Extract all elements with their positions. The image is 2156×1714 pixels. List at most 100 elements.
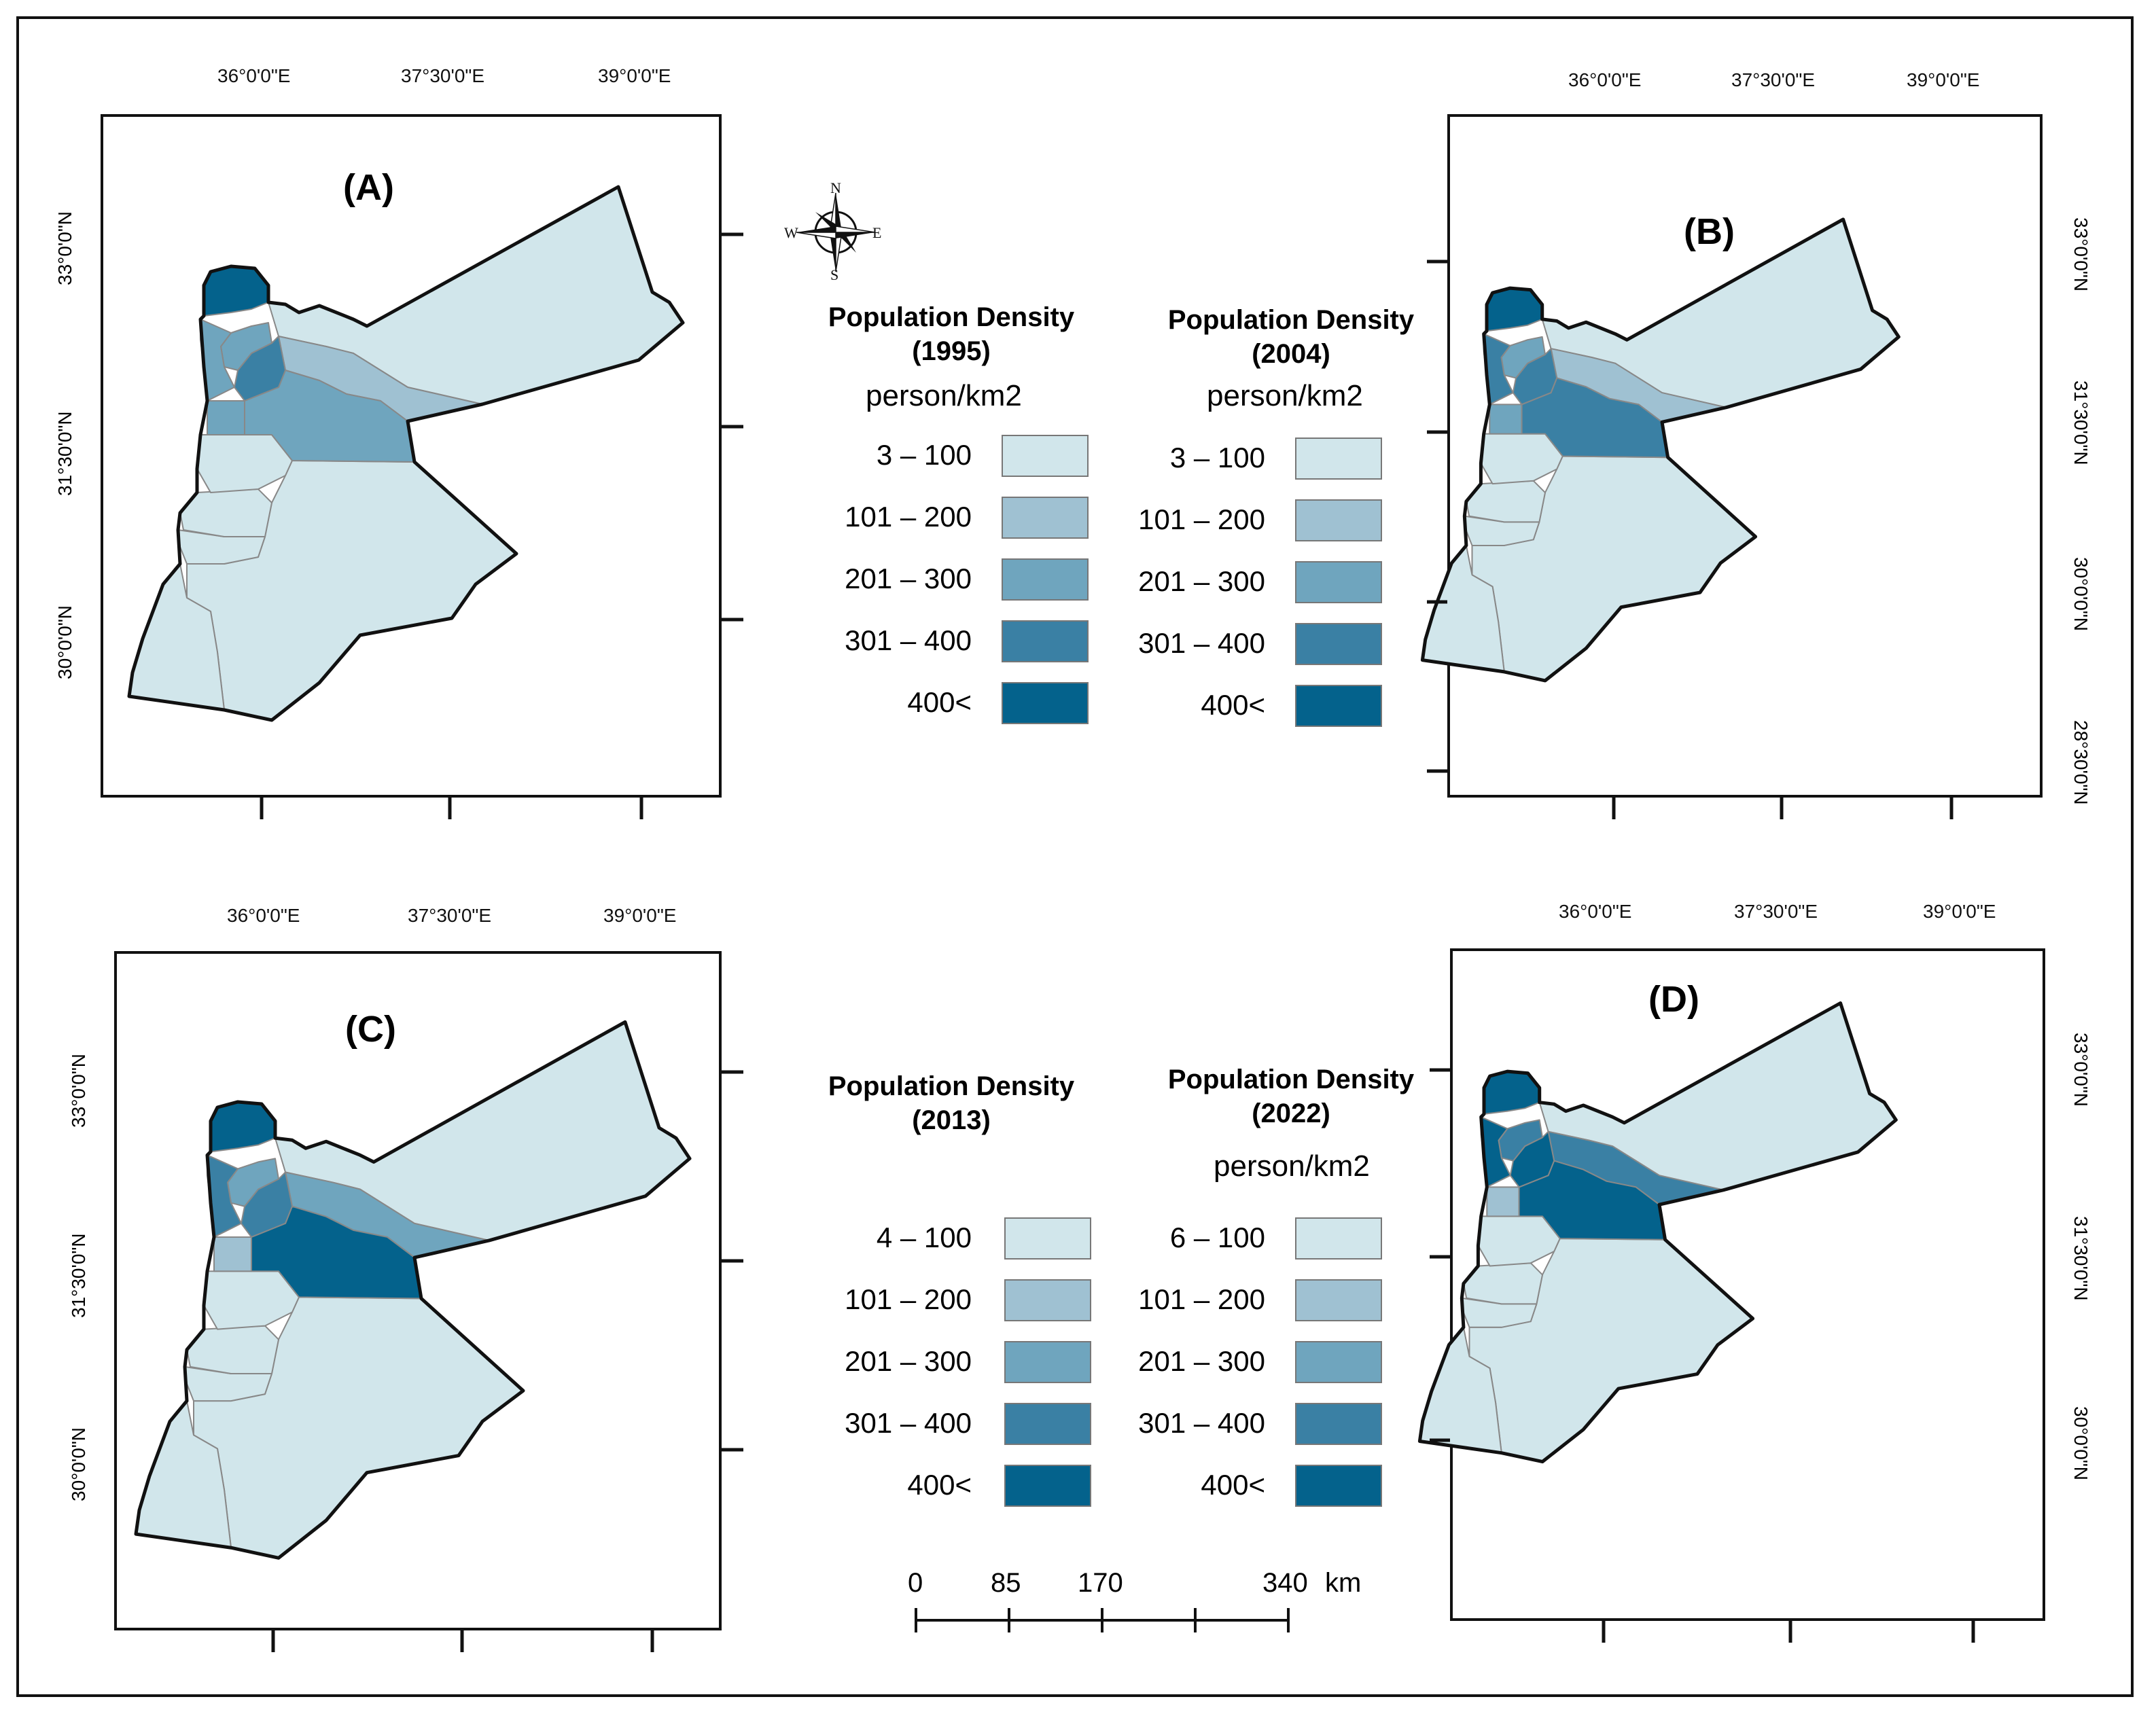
scale-unit: km <box>1325 1568 1362 1598</box>
legend-2004-title-line1: Population Density <box>1167 305 1415 335</box>
panel-label-b: (B) <box>1684 211 1735 252</box>
lat-label-c-2: 31°30'0"N <box>68 1233 89 1318</box>
legend-3-swatch-1 <box>1295 1279 1382 1321</box>
legend-3-range-2: 201 – 300 <box>1138 1345 1265 1377</box>
legend-1995-title-line1: Population Density <box>828 302 1075 332</box>
legend-0-swatch-4 <box>1002 682 1089 724</box>
country-outline-d <box>1417 1001 1898 1464</box>
legend-1995-title-line2: (1995) <box>912 336 991 366</box>
region-balqa-d <box>1486 1186 1520 1217</box>
lat-label-c-1: 33°0'0"N <box>68 1054 89 1128</box>
lat-label-d-2: 31°30'0"N <box>2070 1216 2091 1301</box>
legend-0-range-2: 201 – 300 <box>845 563 972 594</box>
legend-2022-title-line1: Population Density <box>1167 1065 1415 1094</box>
lon-label-b-1: 36°0'0"E <box>1568 69 1642 90</box>
legend-2004-unit: person/km2 <box>1207 379 1363 412</box>
legend-0-range-3: 301 – 400 <box>845 624 972 656</box>
compass-point-1 <box>830 232 836 272</box>
legend-2-swatch-4 <box>1004 1465 1091 1507</box>
lat-label-b-3: 30°0'0"N <box>2070 557 2091 631</box>
legend-1-range-1: 101 – 200 <box>1138 503 1265 535</box>
legend-1-swatch-4 <box>1295 685 1382 727</box>
legend-2-swatch-3 <box>1004 1403 1091 1445</box>
lon-label-c-2: 37°30'0"E <box>408 905 492 926</box>
legend-1-range-2: 201 – 300 <box>1138 565 1265 597</box>
legend-2-range-3: 301 – 400 <box>845 1407 972 1439</box>
scale-label-170: 170 <box>1078 1568 1123 1598</box>
lon-label-b-2: 37°30'0"E <box>1731 69 1816 90</box>
lon-label-c-3: 39°0'0"E <box>603 905 677 926</box>
lat-label-d-3: 30°0'0"N <box>2070 1406 2091 1480</box>
legend-3-range-0: 6 – 100 <box>1169 1221 1265 1253</box>
lat-label-b-4: 28°30'0"N <box>2070 720 2091 805</box>
region-balqa-b <box>1489 404 1523 435</box>
legend-0-range-4: 400< <box>907 686 972 718</box>
legend-0-swatch-3 <box>1002 620 1089 662</box>
legend-1995-unit: person/km2 <box>866 379 1022 412</box>
legend-2022-title-line2: (2022) <box>1252 1099 1330 1128</box>
lat-label-d-1: 33°0'0"N <box>2070 1033 2091 1107</box>
compass-w: W <box>784 224 798 241</box>
legend-0-range-1: 101 – 200 <box>845 501 972 533</box>
legend-2013-title-line2: (2013) <box>912 1105 991 1135</box>
legend-2013-title-line1: Population Density <box>828 1071 1075 1101</box>
compass-rose <box>796 192 876 272</box>
legend-2-swatch-0 <box>1004 1217 1091 1260</box>
legend-2004-title: Population Density (2004) <box>1142 303 1441 371</box>
legend-2-range-4: 400< <box>907 1469 972 1501</box>
legend-3-swatch-4 <box>1295 1465 1382 1507</box>
map-b <box>1420 217 1901 683</box>
legend-1-swatch-1 <box>1295 499 1382 541</box>
compass-diag-0 <box>836 232 856 253</box>
compass-n: N <box>830 179 841 196</box>
legend-3-swatch-0 <box>1295 1217 1382 1260</box>
legend-1-swatch-3 <box>1295 623 1382 665</box>
panel-label-c: (C) <box>345 1009 396 1050</box>
legend-0-swatch-0 <box>1002 435 1089 477</box>
country-outline-c <box>134 1020 692 1560</box>
panel-label-d: (D) <box>1648 979 1699 1020</box>
legend-3-range-4: 400< <box>1201 1469 1265 1501</box>
legend-2-swatch-2 <box>1004 1341 1091 1383</box>
legend-2022-unit: person/km2 <box>1214 1149 1370 1183</box>
lon-label-d-1: 36°0'0"E <box>1559 901 1632 922</box>
compass-point-2 <box>796 226 836 232</box>
lon-label-a-2: 37°30'0"E <box>401 65 485 86</box>
scale-label-85: 85 <box>991 1568 1021 1598</box>
lon-label-b-3: 39°0'0"E <box>1907 69 1980 90</box>
legend-2004-title-line2: (2004) <box>1252 339 1330 369</box>
lon-label-c-1: 36°0'0"E <box>227 905 300 926</box>
legend-0-swatch-1 <box>1002 497 1089 539</box>
legend-1995-title: Population Density (1995) <box>802 300 1101 368</box>
lat-label-a-2: 31°30'0"N <box>54 411 75 496</box>
legend-0-swatch-2 <box>1002 558 1089 601</box>
lon-label-a-1: 36°0'0"E <box>217 65 291 86</box>
legend-2-range-0: 4 – 100 <box>876 1221 972 1253</box>
country-outline-b <box>1420 217 1901 683</box>
lon-label-a-3: 39°0'0"E <box>598 65 671 86</box>
scale-label-0: 0 <box>908 1568 923 1598</box>
map-d <box>1417 1001 1898 1464</box>
legend-1-range-4: 400< <box>1201 689 1265 721</box>
legend-1-range-3: 301 – 400 <box>1138 627 1265 659</box>
lat-label-b-1: 33°0'0"N <box>2070 217 2091 291</box>
region-balqa-c <box>213 1236 252 1272</box>
legend-1-range-0: 3 – 100 <box>1169 442 1265 474</box>
lat-label-a-3: 30°0'0"N <box>54 605 75 679</box>
legend-3-range-3: 301 – 400 <box>1138 1407 1265 1439</box>
country-outline-a <box>127 185 685 722</box>
legend-3-range-1: 101 – 200 <box>1138 1283 1265 1315</box>
map-c <box>134 1020 692 1560</box>
legend-2-range-2: 201 – 300 <box>845 1345 972 1377</box>
scale-label-340: 340 <box>1262 1568 1308 1598</box>
legend-0-range-0: 3 – 100 <box>876 439 972 471</box>
region-balqa-a <box>207 400 245 435</box>
legend-3-swatch-2 <box>1295 1341 1382 1383</box>
lat-label-c-3: 30°0'0"N <box>68 1427 89 1501</box>
lon-label-d-3: 39°0'0"E <box>1923 901 1996 922</box>
lat-label-b-2: 31°30'0"N <box>2070 380 2091 465</box>
compass-point-0 <box>836 193 842 232</box>
legend-3-swatch-3 <box>1295 1403 1382 1445</box>
map-a <box>127 185 685 722</box>
